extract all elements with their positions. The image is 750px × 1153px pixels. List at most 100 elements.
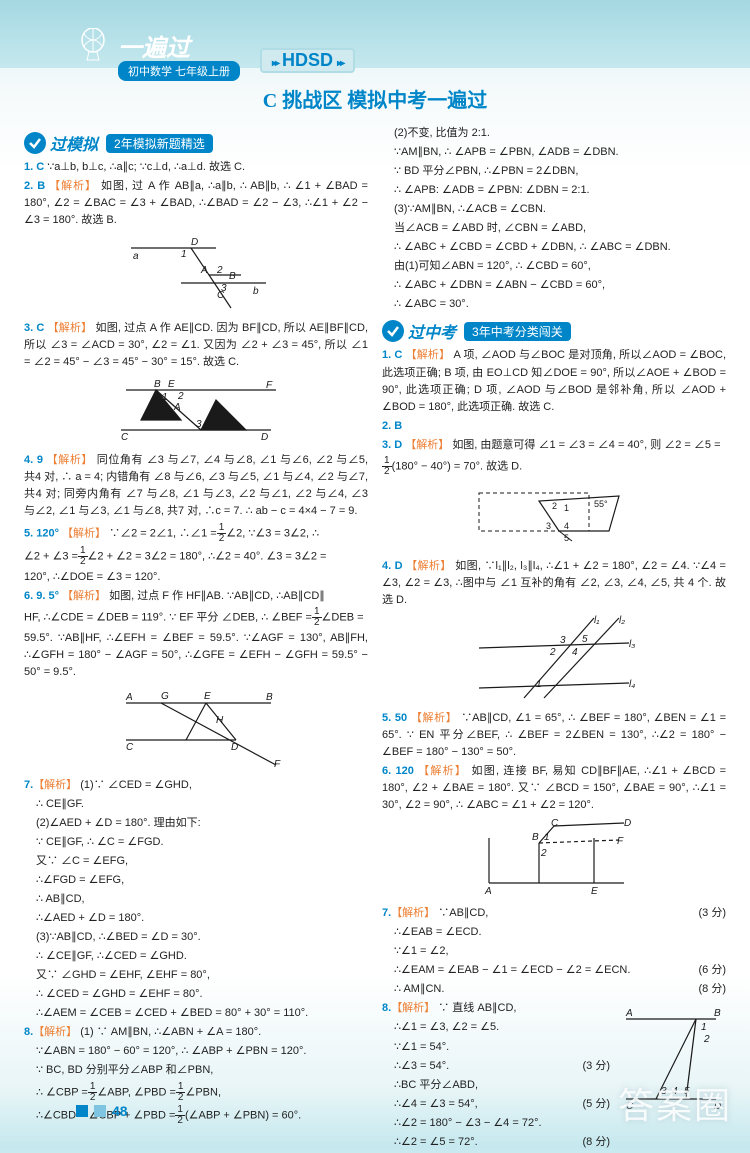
svg-text:A: A xyxy=(200,265,208,276)
q-text: ∠2 + ∠3 = xyxy=(24,550,78,562)
z8-l: ∵∠1 = 54°. xyxy=(382,1039,610,1056)
q-text: ∴∠AEM = ∠CEB = ∠CED + ∠BED = 80° + 30° =… xyxy=(36,1007,308,1019)
q-num: 4. 9 xyxy=(24,454,43,466)
q-text: ∴∠EAM = ∠EAB − ∠1 = ∠ECD − ∠2 = ∠ECN. xyxy=(394,964,630,976)
q7: 7.【解析】 (1)∵ ∠CED = ∠GHD, xyxy=(24,777,368,794)
figure-q3: BF CD AE 123 xyxy=(24,375,368,448)
analysis-label: 【解析】 xyxy=(62,590,106,602)
svg-text:b: b xyxy=(253,286,259,297)
z4: 4. D 【解析】 如图, ∵l₁∥l₂, l₃∥l₄, ∴∠1 + ∠2 = … xyxy=(382,558,726,609)
z7-l: ∴ AM∥CN.(8 分) xyxy=(382,981,726,998)
q-text: ∴∠AED + ∠D = 180°. xyxy=(36,912,144,924)
section-zk-title: 过中考 xyxy=(408,319,456,343)
svg-text:F: F xyxy=(274,759,281,770)
q-text: ∴ AM∥CN. xyxy=(394,983,444,995)
svg-text:4: 4 xyxy=(572,647,578,658)
content-columns: 过模拟 2年模拟新题精选 1. C ∵a⊥b, b⊥c, ∴a∥c; ∵c⊥d,… xyxy=(0,125,750,1153)
q-num: 6. 120 xyxy=(382,765,414,777)
z3: 3. D 【解析】 如图, 由题意可得 ∠1 = ∠3 = ∠4 = 40°, … xyxy=(382,437,726,454)
q-num: 3. C xyxy=(24,322,44,334)
svg-text:A: A xyxy=(484,886,492,897)
svg-text:4: 4 xyxy=(564,521,569,531)
q8r-l: ∴ ∠ABC + ∠CBD = ∠CBD + ∠DBN, ∴ ∠ABC = ∠D… xyxy=(382,239,726,256)
q-text: ∴ ∠ABC + ∠CBD = ∠CBD + ∠DBN, ∴ ∠ABC = ∠D… xyxy=(394,241,671,253)
svg-text:1: 1 xyxy=(536,679,542,690)
q8r-l: 由(1)可知∠ABN = 120°, ∴ ∠CBD = 60°, xyxy=(382,258,726,275)
q7-l: ∴∠AEM = ∠CEB = ∠CED + ∠BED = 80° + 30° =… xyxy=(24,1005,368,1022)
z7-l: ∴∠EAB = ∠ECD. xyxy=(382,924,726,941)
q7-l: 又∵ ∠C = ∠EFG, xyxy=(24,853,368,870)
q3: 3. C 【解析】 如图, 过点 A 作 AE∥CD. 因为 BF∥CD, 所以… xyxy=(24,320,368,371)
q8r-l: ∴ ∠APB: ∠ADB = ∠PBN: ∠DBN = 2:1. xyxy=(382,182,726,199)
q-text: ∠PBN, xyxy=(185,1086,221,1098)
q-text: ∴ AB∥CD, xyxy=(36,893,85,905)
q-text: (3)∵AB∥CD, ∴∠BED = ∠D = 30°. xyxy=(36,931,201,943)
svg-text:2: 2 xyxy=(552,501,557,511)
section-moni-sub: 2年模拟新题精选 xyxy=(106,134,213,153)
q-num: 2. B xyxy=(24,180,45,192)
z1: 1. C 【解析】 A 项, ∠AOD 与∠BOC 是对顶角, 所以∠AOD =… xyxy=(382,347,726,415)
svg-text:B: B xyxy=(532,832,539,843)
z7-l: ∵∠1 = ∠2, xyxy=(382,943,726,960)
check-icon xyxy=(24,132,46,154)
q-num: 7. xyxy=(24,779,33,791)
svg-text:C: C xyxy=(551,818,559,829)
balloon-icon xyxy=(80,28,106,62)
header-tag: HDSD xyxy=(260,48,355,73)
analysis-label: 【解析】 xyxy=(62,527,106,539)
analysis-label: 【解析】 xyxy=(406,349,451,361)
svg-text:2: 2 xyxy=(703,1034,710,1045)
q-text: 如图, 过点 F 作 HF∥AB. ∵AB∥CD, ∴AB∥CD∥ xyxy=(109,590,325,602)
q-text: ∵ CE∥GF, ∴ ∠C = ∠FGD. xyxy=(36,836,164,848)
svg-text:B: B xyxy=(154,379,161,390)
q-text: ∵∠1 = ∠2, xyxy=(394,945,449,957)
svg-text:5: 5 xyxy=(582,634,588,645)
z8-l: ∴∠2 = 180° − ∠3 − ∠4 = 72°. xyxy=(382,1115,610,1132)
q-text: ∵ BD 平分∠PBN, ∴∠PBN = 2∠DBN, xyxy=(394,165,578,177)
q-text: (∠ABP + ∠PBN) = 60°. xyxy=(185,1109,301,1121)
q7-l: ∴ ∠CED = ∠GHD = ∠EHF = 80°. xyxy=(24,986,368,1003)
q8r-l: (3)∵AM∥BN, ∴∠ACB = ∠CBN. xyxy=(382,201,726,218)
q-text: ∴BC 平分∠ABD, xyxy=(394,1079,478,1091)
svg-text:l₄: l₄ xyxy=(629,679,635,690)
svg-text:55°: 55° xyxy=(594,499,608,509)
left-column: 过模拟 2年模拟新题精选 1. C ∵a⊥b, b⊥c, ∴a∥c; ∵c⊥d,… xyxy=(24,125,368,1153)
z8-l: ∴∠1 = ∠3, ∠2 = ∠5. xyxy=(382,1019,610,1036)
figure-q6: AE GB CD FH xyxy=(24,685,368,773)
z6: 6. 120 【解析】 如图, 连接 BF, 易知 CD∥BF∥AE, ∴∠1 … xyxy=(382,763,726,814)
svg-text:5: 5 xyxy=(564,533,569,543)
q-text: 120°, ∴∠DOE = ∠3 = 120°. xyxy=(24,571,160,583)
analysis-label: 【解析】 xyxy=(33,779,77,791)
svg-text:B: B xyxy=(229,271,236,282)
q4: 4. 9 【解析】 同位角有 ∠3 与∠7, ∠4 与∠8, ∠1 与∠6, ∠… xyxy=(24,452,368,520)
header-subtitle: 初中数学 七年级上册 xyxy=(118,61,240,81)
q-text: ∴∠EAB = ∠ECD. xyxy=(394,926,482,938)
analysis-label: 【解析】 xyxy=(406,560,452,572)
svg-text:l₃: l₃ xyxy=(629,639,635,650)
svg-text:F: F xyxy=(266,380,273,391)
svg-text:E: E xyxy=(204,691,211,702)
svg-text:a: a xyxy=(133,251,139,262)
q8-l: ∴ ∠CBP =12∠ABP, ∠PBD =12∠PBN, xyxy=(24,1082,368,1103)
q-text: ∴∠FGD = ∠EFG, xyxy=(36,874,124,886)
q8r-l: ∴ ∠ABC + ∠DBN = ∠ABN − ∠CBD = 60°, xyxy=(382,277,726,294)
analysis-label: 【解析】 xyxy=(49,180,97,192)
main-title: C 挑战区 模拟中考一遍过 xyxy=(0,84,750,113)
svg-text:B: B xyxy=(714,1008,721,1019)
svg-text:D: D xyxy=(231,742,238,753)
q-text: ∠ABP, ∠PBD = xyxy=(97,1086,176,1098)
q-text: ∠2, ∵∠3 = 3∠2, ∴ xyxy=(226,527,319,539)
figure-q2: ab DA BC 123 xyxy=(24,233,368,316)
svg-text:l₁: l₁ xyxy=(594,615,599,626)
q-text: ∴∠3 = 54°. xyxy=(394,1060,449,1072)
svg-text:3: 3 xyxy=(196,419,202,430)
check-icon xyxy=(382,320,404,342)
z8-l: ∴∠2 = ∠5 = 72°.(8 分) xyxy=(382,1134,610,1151)
q-text: (2)不变, 比值为 2:1. xyxy=(394,127,490,139)
svg-text:2: 2 xyxy=(540,848,547,859)
q-num: 3. D xyxy=(382,439,402,451)
svg-text:A: A xyxy=(625,1008,633,1019)
analysis-label: 【解析】 xyxy=(47,454,93,466)
q5: 5. 120° 【解析】 ∵∠2 = 2∠1, ∴∠1 =12∠2, ∵∠3 =… xyxy=(24,523,368,544)
q-num: 1. C xyxy=(24,161,44,173)
